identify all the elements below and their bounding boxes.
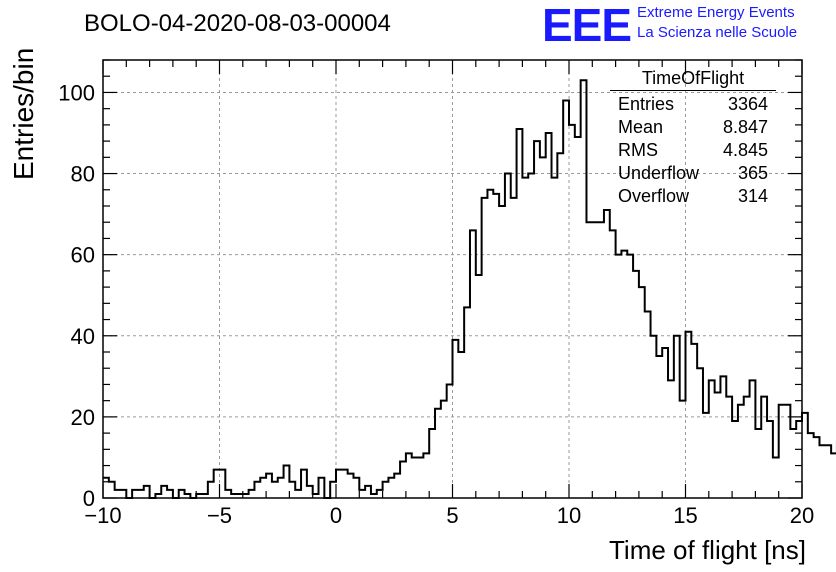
- stats-row-entries: Entries 3364: [610, 93, 776, 116]
- stats-row-underflow: Underflow 365: [610, 162, 776, 185]
- stats-label: Entries: [618, 94, 675, 114]
- logo-line-1: Extreme Energy Events: [637, 4, 795, 21]
- x-tick-label: 15: [673, 503, 697, 528]
- x-tick-label: 20: [790, 503, 814, 528]
- stats-title: TimeOfFlight: [610, 68, 776, 91]
- chart-title: BOLO-04-2020-08-03-00004: [84, 10, 391, 37]
- stats-label: RMS: [618, 140, 658, 160]
- x-tick-label: 10: [557, 503, 581, 528]
- stats-value: 314: [737, 186, 768, 206]
- stats-value: 4.845: [722, 140, 768, 160]
- stats-row-rms: RMS 4.845: [610, 139, 776, 162]
- y-axis-label: Entries/bin: [8, 47, 39, 180]
- x-tick-label: −5: [207, 503, 232, 528]
- stats-label: Overflow: [618, 186, 690, 206]
- x-axis-label: Time of flight [ns]: [609, 535, 806, 565]
- x-tick-label: 0: [330, 503, 342, 528]
- stats-row-mean: Mean 8.847: [610, 116, 776, 139]
- stats-value: 8.847: [722, 117, 768, 137]
- y-tick-label: 20: [71, 405, 95, 430]
- logo-line-2: La Scienza nelle Scuole: [637, 24, 798, 41]
- x-tick-label: 5: [446, 503, 458, 528]
- y-tick-label: 40: [71, 324, 95, 349]
- y-tick-label: 80: [71, 162, 95, 187]
- y-tick-label: 100: [58, 80, 95, 105]
- stats-label: Mean: [618, 117, 664, 137]
- stats-row-overflow: Overflow 314: [610, 185, 776, 208]
- stats-value: 3364: [727, 94, 768, 114]
- stats-box: TimeOfFlight Entries 3364 Mean 8.847 RMS 4.…: [610, 68, 776, 208]
- eee-logo: EEE: [542, 0, 632, 51]
- histogram-series-line: [103, 79, 836, 499]
- stats-label: Underflow: [618, 163, 700, 183]
- x-tick-label: −10: [84, 503, 121, 528]
- eee-logo-text: Extreme Energy Events La Scienza nelle S…: [637, 3, 797, 43]
- stats-value: 365: [737, 163, 768, 183]
- y-tick-label: 0: [83, 486, 95, 511]
- y-tick-label: 60: [71, 243, 95, 268]
